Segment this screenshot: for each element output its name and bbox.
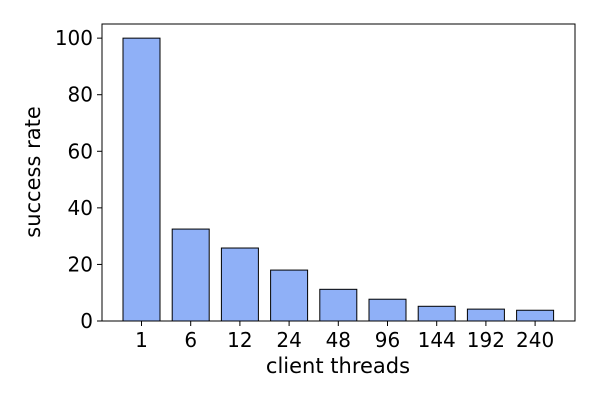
y-tick-label: 60 [68,139,93,163]
x-tick-label: 240 [516,328,554,352]
y-tick-label: 0 [80,309,93,333]
bar-96 [368,298,407,322]
x-tick-label: 12 [227,328,252,352]
y-tick-label: 40 [68,196,93,220]
bar-192 [466,308,505,322]
x-tick-label: 1 [135,328,148,352]
plot-frame [101,23,576,322]
bar-48 [319,288,358,322]
y-tick-label: 20 [68,252,93,276]
x-tick-label: 144 [418,328,456,352]
y-tick-label: 80 [68,83,93,107]
y-axis-ticks: 0 20 40 60 80 100 [55,26,102,333]
bar-24 [270,269,309,322]
x-tick-label: 24 [276,328,301,352]
bar-144 [417,305,456,322]
x-tick-label: 96 [375,328,400,352]
x-tick-label: 6 [184,328,197,352]
bar-12 [220,247,259,322]
x-tick-label: 48 [326,328,351,352]
x-tick-label: 192 [467,328,505,352]
bar-1 [122,37,161,322]
x-axis-label: client threads [266,354,410,378]
y-tick-label: 100 [55,26,93,50]
y-axis-label: success rate [21,106,45,237]
x-axis-ticks: 1 6 12 24 48 96 144 192 240 [135,321,554,352]
bars-group [122,37,555,322]
bar-240 [516,309,555,322]
bar-6 [171,228,210,322]
